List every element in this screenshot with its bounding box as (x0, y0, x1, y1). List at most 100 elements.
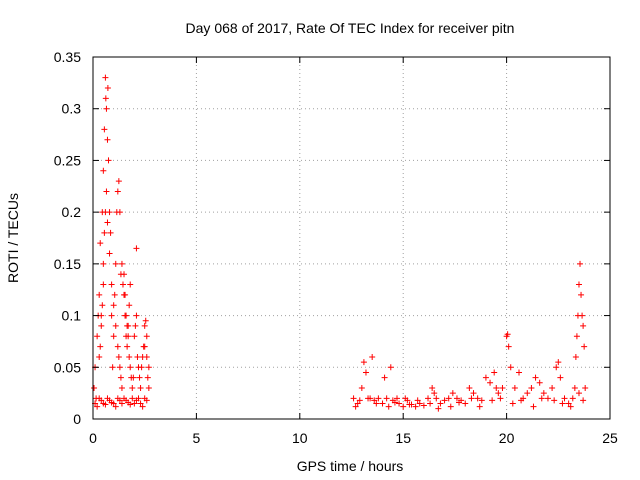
data-point (144, 374, 151, 381)
data-point (493, 384, 500, 391)
data-point (431, 390, 438, 397)
data-point (98, 322, 105, 329)
data-point (137, 400, 144, 407)
data-point (476, 403, 483, 410)
data-point (381, 374, 388, 381)
data-point (112, 260, 119, 267)
data-point (580, 322, 587, 329)
data-point (100, 167, 107, 174)
data-point (482, 374, 489, 381)
data-point (456, 399, 463, 406)
data-point (107, 229, 114, 236)
data-point (129, 395, 136, 402)
data-point (91, 384, 98, 391)
data-point (139, 403, 146, 410)
x-tick-label: 20 (499, 430, 515, 446)
data-point (396, 400, 403, 407)
y-tick-label: 0.25 (54, 152, 81, 168)
x-tick-label: 25 (602, 430, 618, 446)
data-point (116, 209, 123, 216)
data-point (425, 395, 432, 402)
data-point (145, 384, 152, 391)
data-point (466, 384, 473, 391)
data-point (108, 281, 115, 288)
x-tick-label: 15 (395, 430, 411, 446)
data-point (478, 397, 485, 404)
data-point (108, 312, 115, 319)
data-point (123, 312, 130, 319)
chart-title: Day 068 of 2017, Rate Of TEC Index for r… (186, 20, 515, 36)
x-tick-label: 10 (292, 430, 308, 446)
data-point (445, 395, 452, 402)
data-point (383, 395, 390, 402)
data-point (462, 400, 469, 407)
data-point (101, 229, 108, 236)
data-point (474, 395, 481, 402)
data-point (104, 136, 111, 143)
data-point (125, 333, 132, 340)
y-axis-label: ROTI / TECUs (5, 193, 21, 283)
data-point (379, 400, 386, 407)
data-point (528, 384, 535, 391)
data-point (97, 343, 104, 350)
data-point (110, 302, 117, 309)
data-point (470, 390, 477, 397)
plot-frame (92, 56, 611, 420)
data-point (131, 400, 138, 407)
data-point (112, 403, 119, 410)
data-point (356, 397, 363, 404)
data-point (115, 178, 122, 185)
data-point (136, 374, 143, 381)
data-point (111, 291, 118, 298)
data-point (437, 400, 444, 407)
data-point (538, 395, 545, 402)
data-points (91, 74, 589, 412)
data-point (581, 343, 588, 350)
data-point (489, 397, 496, 404)
data-point (110, 400, 117, 407)
axis-ticks (92, 56, 611, 420)
data-point (365, 395, 372, 402)
data-point (143, 333, 150, 340)
data-point (112, 322, 119, 329)
data-point (127, 281, 134, 288)
data-point (551, 397, 558, 404)
data-point (441, 397, 448, 404)
data-point (412, 403, 419, 410)
data-point (553, 364, 560, 371)
data-point (141, 343, 148, 350)
data-point (126, 353, 133, 360)
data-point (104, 85, 111, 92)
data-point (126, 302, 133, 309)
data-point (577, 260, 584, 267)
data-point (387, 364, 394, 371)
data-point (132, 322, 139, 329)
data-point (145, 364, 152, 371)
data-point (118, 400, 125, 407)
data-point (124, 343, 131, 350)
grid-lines (93, 57, 610, 419)
data-point (406, 401, 413, 408)
data-point (109, 364, 116, 371)
data-point (499, 384, 506, 391)
data-point (138, 364, 145, 371)
data-point (133, 245, 140, 252)
data-point (102, 74, 109, 81)
data-point (362, 369, 369, 376)
tick-labels: 0 5 10 15 20 25 0 0.05 0.1 0.15 0.2 0.25 0.3 0.35 (54, 49, 618, 446)
data-point (369, 353, 376, 360)
data-point (127, 401, 134, 408)
data-point (580, 397, 587, 404)
y-tick-label: 0.15 (54, 256, 81, 272)
data-point (571, 384, 578, 391)
data-point (130, 374, 137, 381)
data-point (536, 379, 543, 386)
data-point (555, 359, 562, 366)
data-point (435, 405, 442, 412)
data-point (565, 400, 572, 407)
data-point (100, 260, 107, 267)
data-point (143, 397, 150, 404)
data-point (94, 333, 101, 340)
data-point (137, 384, 144, 391)
data-point (350, 395, 357, 402)
